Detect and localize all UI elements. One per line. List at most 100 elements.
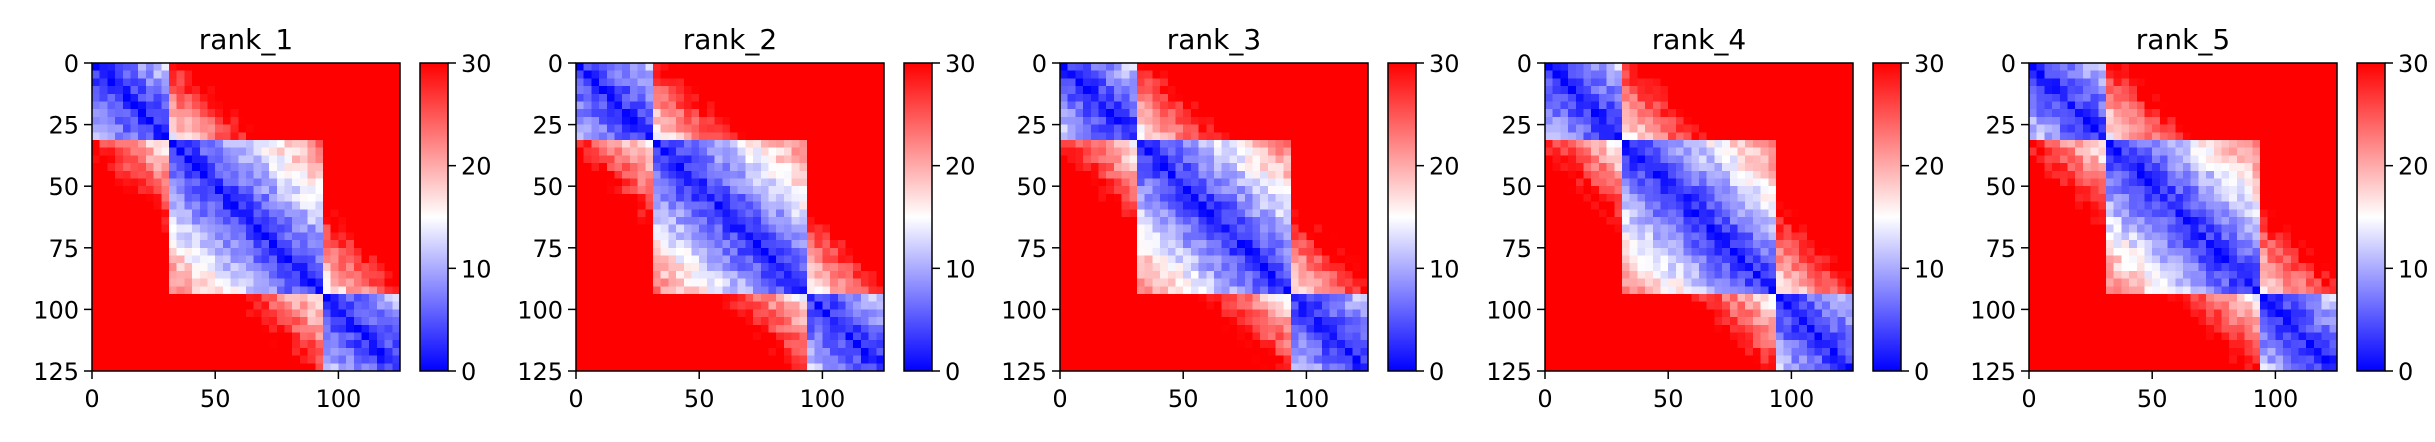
heatmap-cell xyxy=(745,263,753,271)
heatmap-cell xyxy=(630,309,638,317)
heatmap-cell xyxy=(1622,78,1630,86)
heatmap-cell xyxy=(92,356,100,364)
heatmap-cell xyxy=(1206,163,1214,171)
heatmap-cell xyxy=(1630,63,1638,71)
heatmap-cell xyxy=(161,271,169,279)
heatmap-cell xyxy=(154,325,162,333)
heatmap-cell xyxy=(630,125,638,133)
heatmap-cell xyxy=(645,209,653,217)
heatmap-cell xyxy=(1122,256,1130,264)
heatmap-cell xyxy=(1160,325,1168,333)
heatmap-cell xyxy=(285,356,293,364)
heatmap-cell xyxy=(1075,232,1083,240)
heatmap-cell xyxy=(653,317,661,325)
heatmap-cell xyxy=(1191,102,1199,110)
heatmap-cell xyxy=(261,256,269,264)
heatmap-cell xyxy=(1753,63,1761,71)
heatmap-cell xyxy=(362,356,370,364)
heatmap-cell xyxy=(1314,86,1322,94)
heatmap-cell xyxy=(1099,155,1107,163)
heatmap-cell xyxy=(346,271,354,279)
heatmap-cell xyxy=(1306,356,1314,364)
heatmap-cell xyxy=(707,109,715,117)
heatmap-cell xyxy=(1114,202,1122,210)
heatmap-cell xyxy=(238,356,246,364)
heatmap-cell xyxy=(331,171,339,179)
heatmap-cell xyxy=(184,225,192,233)
heatmap-cell xyxy=(715,279,723,287)
heatmap-cell xyxy=(1099,102,1107,110)
heatmap-cell xyxy=(107,117,115,125)
heatmap-cell xyxy=(1206,309,1214,317)
heatmap-cell xyxy=(1314,94,1322,102)
heatmap-cell xyxy=(346,140,354,148)
heatmap-cell xyxy=(1137,63,1145,71)
heatmap-cell xyxy=(346,186,354,194)
heatmap-cell xyxy=(246,225,254,233)
heatmap-cell xyxy=(607,132,615,140)
heatmap-cell xyxy=(1299,333,1307,341)
heatmap-cell xyxy=(645,186,653,194)
heatmap-cell xyxy=(684,86,692,94)
heatmap-cell xyxy=(1668,63,1676,71)
y-tick-label: 25 xyxy=(1016,112,1047,140)
heatmap-cell xyxy=(277,117,285,125)
heatmap-cell xyxy=(822,248,830,256)
panel-title: rank_2 xyxy=(683,23,777,56)
heatmap-cell xyxy=(692,340,700,348)
heatmap-cell xyxy=(346,63,354,71)
heatmap-cell xyxy=(684,325,692,333)
heatmap-cell xyxy=(653,225,661,233)
heatmap-cell xyxy=(591,209,599,217)
heatmap-cell xyxy=(92,86,100,94)
heatmap-cell xyxy=(231,117,239,125)
heatmap-cell xyxy=(761,325,769,333)
heatmap-cell xyxy=(1199,294,1207,302)
heatmap-cell xyxy=(622,148,630,156)
heatmap-cell xyxy=(1068,202,1076,210)
heatmap-cell xyxy=(208,263,216,271)
heatmap-cell xyxy=(1276,217,1284,225)
heatmap-cell xyxy=(707,279,715,287)
heatmap-cell xyxy=(615,209,623,217)
heatmap-cell xyxy=(1114,186,1122,194)
heatmap-cell xyxy=(323,232,331,240)
heatmap-cell xyxy=(1129,94,1137,102)
heatmap-cell xyxy=(1083,240,1091,248)
heatmap-cell xyxy=(668,271,676,279)
heatmap-cell xyxy=(668,248,676,256)
heatmap-cell xyxy=(1214,109,1222,117)
heatmap-cell xyxy=(591,248,599,256)
heatmap-cell xyxy=(161,217,169,225)
heatmap-cell xyxy=(1314,132,1322,140)
heatmap-cell xyxy=(238,140,246,148)
heatmap-cell xyxy=(338,109,346,117)
heatmap-cell xyxy=(1337,217,1345,225)
heatmap-cell xyxy=(584,317,592,325)
heatmap-cell xyxy=(1730,63,1738,71)
heatmap-cell xyxy=(715,309,723,317)
heatmap-cell xyxy=(1260,140,1268,148)
heatmap-cell xyxy=(200,294,208,302)
heatmap-cell xyxy=(1160,132,1168,140)
heatmap-cell xyxy=(584,148,592,156)
heatmap-cell xyxy=(761,333,769,341)
heatmap-cell xyxy=(1091,294,1099,302)
heatmap-cell xyxy=(645,125,653,133)
heatmap-cell xyxy=(738,117,746,125)
heatmap-cell xyxy=(254,71,262,79)
heatmap-cell xyxy=(1653,63,1661,71)
heatmap-cell xyxy=(238,71,246,79)
heatmap-cell xyxy=(1068,356,1076,364)
heatmap-cell xyxy=(622,271,630,279)
heatmap-cell xyxy=(200,155,208,163)
heatmap-cell xyxy=(346,132,354,140)
heatmap-cell xyxy=(1122,263,1130,271)
heatmap-cell xyxy=(308,171,316,179)
heatmap-cell xyxy=(1183,225,1191,233)
heatmap-cell xyxy=(192,148,200,156)
heatmap-cell xyxy=(1091,333,1099,341)
heatmap-cell xyxy=(784,294,792,302)
heatmap-cell xyxy=(261,348,269,356)
heatmap-cell xyxy=(1106,125,1114,133)
